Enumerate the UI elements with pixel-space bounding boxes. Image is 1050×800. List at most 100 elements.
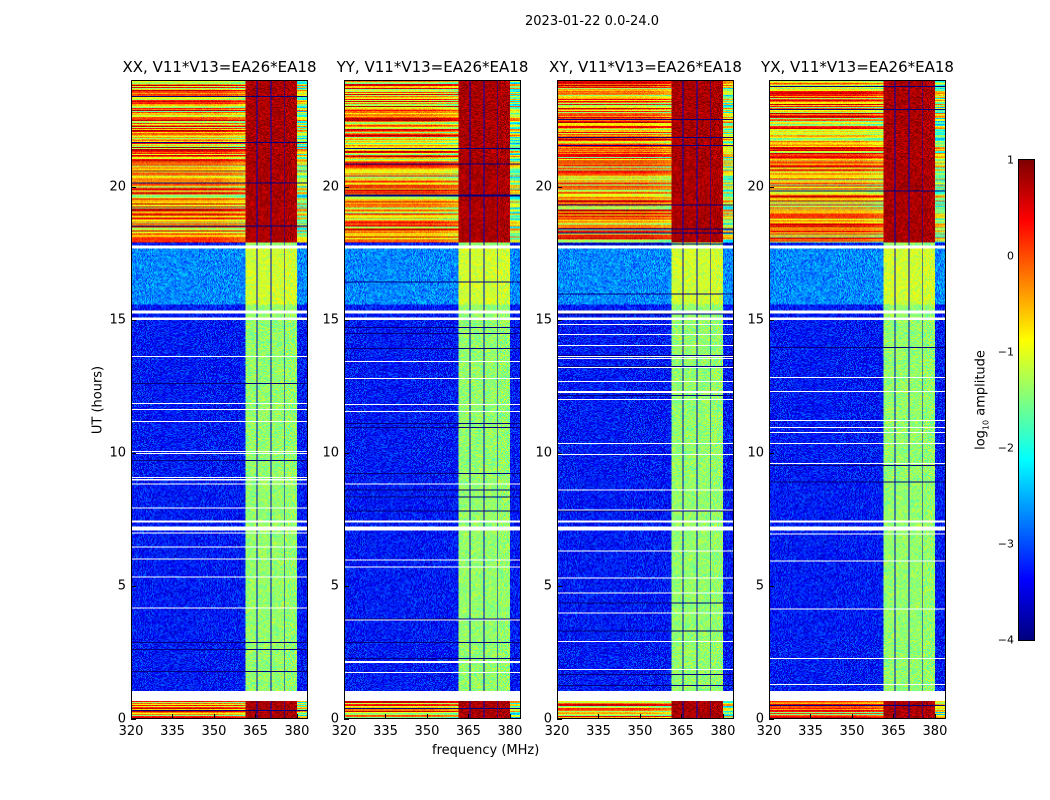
y-tick-label: 10 (109, 445, 126, 461)
y-tick-label: 15 (747, 312, 764, 328)
x-tick-label: 350 (201, 724, 227, 739)
colorbar-label-rest: amplitude (973, 350, 989, 420)
y-tick-label: 20 (322, 179, 339, 194)
y-tick-label: 10 (535, 445, 552, 461)
x-tick (213, 714, 215, 719)
colorbar-label: log10 amplitude (974, 350, 991, 450)
y-tick (769, 452, 774, 454)
y-tick (344, 319, 349, 321)
x-tick-label: 335 (160, 724, 185, 739)
x-tick (385, 714, 387, 719)
x-tick (934, 714, 936, 719)
x-tick (769, 714, 770, 719)
x-tick (639, 714, 641, 719)
y-tick (557, 719, 562, 720)
panel-title: XY, V11*V13=EA26*EA18 (549, 58, 742, 76)
panel-title: XX, V11*V13=EA26*EA18 (122, 58, 317, 76)
y-tick (131, 585, 136, 587)
x-tick (426, 714, 428, 719)
y-tick-label: 0 (330, 711, 339, 727)
x-tick (598, 714, 600, 719)
colorbar-label-sub: 10 (981, 419, 991, 431)
colorbar-label-log: log (973, 430, 989, 450)
y-tick (344, 452, 349, 454)
x-tick-label: 335 (373, 724, 398, 739)
x-tick-label: 335 (798, 724, 823, 739)
x-tick (255, 714, 257, 719)
y-tick (557, 452, 562, 454)
x-tick (681, 714, 683, 719)
y-tick (769, 319, 774, 321)
x-tick-label: 365 (881, 724, 906, 739)
x-tick-label: 380 (497, 724, 523, 739)
y-tick (131, 319, 136, 321)
x-tick (296, 714, 298, 719)
x-tick-label: 365 (669, 724, 694, 739)
colorbar-tick-label: 1 (1007, 153, 1014, 167)
y-tick-label: 15 (109, 312, 126, 328)
x-tick (509, 714, 511, 719)
y-tick-label: 20 (535, 179, 552, 194)
colorbar-tick-label: 0 (1007, 249, 1014, 263)
y-axis-label: UT (hours) (90, 365, 106, 435)
y-tick-label: 10 (747, 445, 764, 461)
x-tick (893, 714, 895, 719)
x-tick (344, 714, 345, 719)
colorbar-tick-label: −1 (997, 345, 1014, 359)
x-tick-label: 335 (586, 724, 611, 739)
x-tick-label: 365 (243, 724, 268, 739)
y-tick-label: 15 (535, 312, 552, 328)
y-tick (344, 719, 349, 720)
y-tick-label: 20 (109, 179, 126, 194)
y-tick (131, 186, 136, 188)
y-tick (769, 186, 774, 188)
x-tick (468, 714, 470, 719)
heatmap-panel-1 (131, 80, 308, 719)
y-tick-label: 5 (330, 578, 339, 594)
y-tick (344, 186, 349, 188)
y-tick (131, 719, 136, 720)
y-tick-label: 0 (755, 711, 764, 727)
y-tick (769, 585, 774, 587)
x-tick (557, 714, 558, 719)
heatmap-panel-4 (769, 80, 946, 719)
panel-title: YX, V11*V13=EA26*EA18 (761, 58, 954, 76)
x-axis-label: frequency (MHz) (432, 743, 540, 758)
y-tick (769, 719, 774, 720)
x-tick-label: 365 (456, 724, 481, 739)
y-tick-label: 0 (117, 711, 126, 727)
y-tick-label: 15 (322, 312, 339, 328)
x-tick (851, 714, 853, 719)
colorbar (1018, 159, 1035, 641)
y-tick (557, 585, 562, 587)
y-tick (131, 452, 136, 454)
y-tick (557, 319, 562, 321)
colorbar-tick-label: −2 (997, 441, 1014, 455)
y-tick-label: 20 (747, 179, 764, 194)
x-tick-label: 380 (922, 724, 948, 739)
x-tick (722, 714, 724, 719)
y-tick-label: 0 (543, 711, 552, 727)
y-tick (557, 186, 562, 188)
y-tick-label: 5 (543, 578, 552, 594)
heatmap-panel-2 (344, 80, 521, 719)
colorbar-tick-label: −4 (997, 633, 1014, 647)
x-tick (131, 714, 132, 719)
x-tick-label: 350 (627, 724, 653, 739)
x-tick-label: 320 (118, 724, 144, 739)
x-tick-label: 380 (710, 724, 736, 739)
y-tick-label: 5 (755, 578, 764, 594)
x-tick-label: 320 (544, 724, 570, 739)
x-tick (810, 714, 812, 719)
panel-title: YY, V11*V13=EA26*EA18 (336, 58, 529, 76)
y-tick (344, 585, 349, 587)
colorbar-tick-label: −3 (997, 537, 1014, 551)
x-tick-label: 380 (284, 724, 310, 739)
figure-title: 2023-01-22 0.0-24.0 (525, 14, 659, 29)
x-tick-label: 350 (414, 724, 440, 739)
x-tick-label: 320 (331, 724, 357, 739)
heatmap-panel-3 (557, 80, 734, 719)
y-tick-label: 5 (117, 578, 126, 594)
x-tick (172, 714, 174, 719)
